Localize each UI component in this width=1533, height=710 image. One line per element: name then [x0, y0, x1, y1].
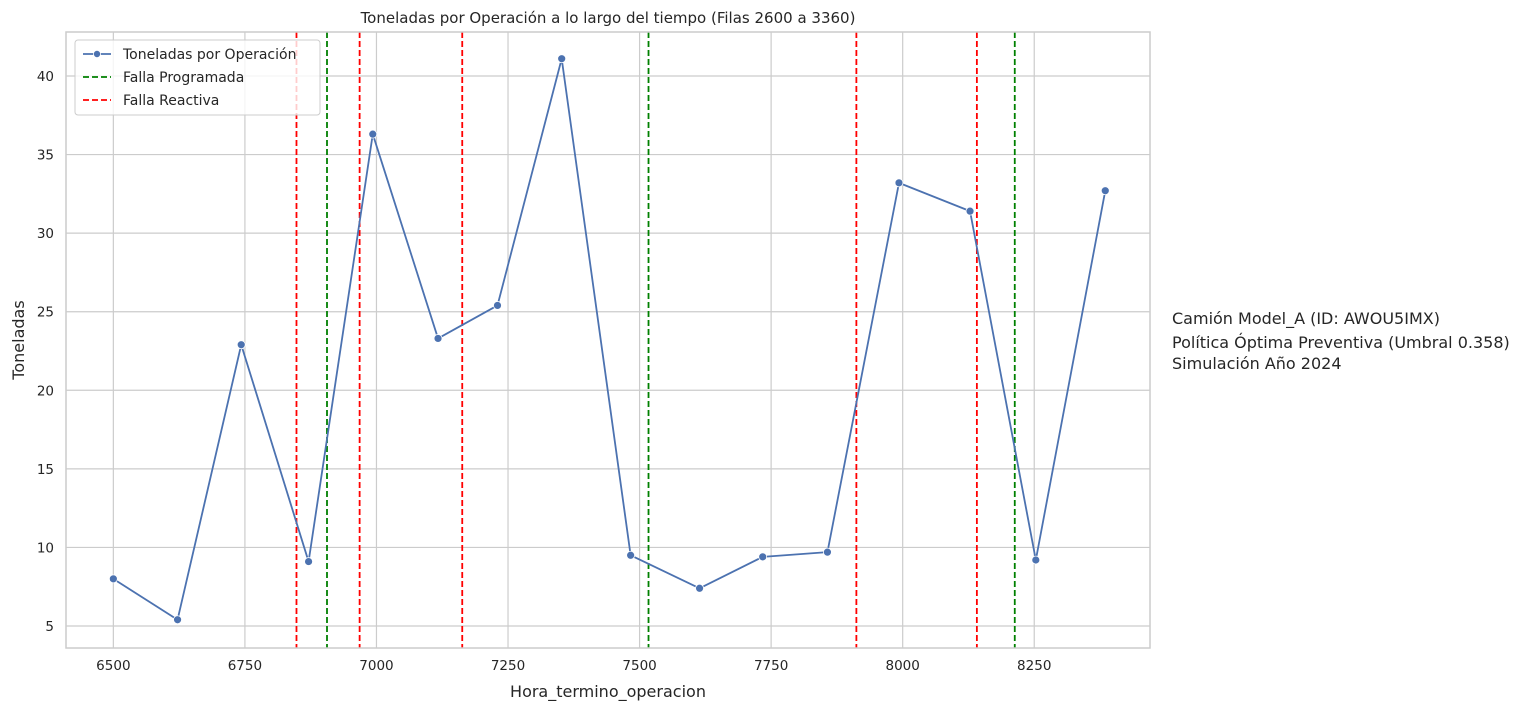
legend-box: [74, 39, 321, 116]
tick-labels-layer: 6500 6750 7000 7250 7500 7750 8000 8250 5 10 15 20 2…: [37, 69, 1052, 674]
data-point: [1100, 186, 1110, 196]
data-point: [894, 178, 904, 188]
y-tick-label: 30: [37, 226, 54, 242]
y-tick-label: 35: [37, 148, 54, 164]
y-tick-label: 40: [37, 69, 54, 85]
legend: Toneladas por Operación Falla Programada…: [74, 39, 321, 116]
grid-layer: [66, 32, 1150, 648]
y-tick-label: 10: [37, 540, 54, 556]
y-tick-label: 25: [37, 305, 54, 321]
side-annotation: Camión Model_A (ID: AWOU5IMX) Política Ó…: [1172, 309, 1510, 373]
y-tick-label: 5: [45, 619, 54, 635]
reference-lines-layer: [295, 32, 1016, 648]
data-point: [304, 557, 313, 566]
y-tick-label: 15: [37, 462, 54, 478]
x-tick-label: 7250: [491, 658, 525, 674]
data-point: [1031, 555, 1041, 565]
annotation-line-truck: Camión Model_A (ID: AWOU5IMX): [1172, 309, 1440, 329]
data-point: [965, 206, 975, 216]
x-tick-label: 8000: [885, 658, 919, 674]
x-tick-label: 7750: [754, 658, 788, 674]
x-axis-label: Hora_termino_operacion: [510, 682, 706, 702]
data-point: [368, 129, 378, 139]
plot-frame: [65, 31, 1151, 649]
x-tick-label: 7500: [622, 658, 656, 674]
data-point: [758, 552, 768, 562]
x-tick-label: 7000: [359, 658, 393, 674]
legend-label-series: Toneladas por Operación: [122, 47, 296, 63]
series-layer: [108, 54, 1110, 625]
data-point: [236, 340, 246, 350]
chart-title: Toneladas por Operación a lo largo del t…: [360, 9, 856, 27]
x-tick-label: 6500: [96, 658, 130, 674]
data-point: [433, 334, 443, 343]
data-point: [493, 301, 502, 310]
x-tick-label: 8250: [1017, 658, 1051, 674]
y-axis-label: Toneladas: [9, 300, 28, 380]
data-point: [108, 574, 118, 584]
annotation-line-policy: Política Óptima Preventiva (Umbral 0.358…: [1172, 333, 1510, 352]
x-tick-label: 6750: [228, 658, 262, 674]
legend-marker-series: [93, 50, 102, 59]
data-point: [557, 54, 567, 64]
data-point: [173, 615, 182, 625]
data-point: [626, 550, 636, 560]
legend-label-falla-reactiva: Falla Reactiva: [123, 93, 219, 109]
data-point: [695, 583, 704, 593]
series-line: [112, 57, 1107, 621]
annotation-line-simulation: Simulación Año 2024: [1172, 354, 1342, 373]
y-tick-label: 20: [37, 383, 54, 399]
data-point: [823, 547, 832, 557]
legend-label-falla-programada: Falla Programada: [123, 70, 244, 86]
